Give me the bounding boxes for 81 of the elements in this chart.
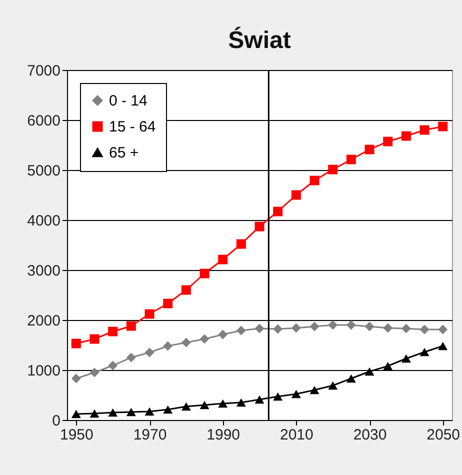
point <box>273 392 283 401</box>
chart-title: Świat <box>228 26 291 54</box>
point <box>383 136 393 146</box>
point <box>126 408 136 416</box>
point <box>291 390 301 398</box>
x-tick-label: 2050 <box>426 426 460 444</box>
y-tick-label: 5000 <box>27 162 60 180</box>
y-tick-label: 2000 <box>27 312 60 330</box>
point <box>420 125 430 135</box>
point <box>273 324 283 334</box>
point <box>236 326 246 336</box>
point <box>254 395 264 404</box>
point <box>90 409 100 418</box>
point <box>420 324 430 334</box>
y-tick-label: 4000 <box>27 212 60 230</box>
point <box>218 399 228 408</box>
y-tick-label: 1000 <box>27 362 60 380</box>
point <box>328 164 338 174</box>
y-tick-label: 6000 <box>27 112 60 130</box>
point <box>108 408 118 417</box>
point <box>254 324 264 334</box>
point <box>346 320 356 330</box>
point <box>236 398 246 407</box>
point <box>254 222 264 232</box>
point <box>291 190 301 200</box>
x-tick-label: 1970 <box>133 426 167 444</box>
point <box>310 322 320 332</box>
point <box>438 122 448 132</box>
point <box>200 400 210 410</box>
point <box>328 381 338 390</box>
point <box>200 268 210 278</box>
point <box>346 374 356 383</box>
y-tick-label: 3000 <box>27 262 60 280</box>
point <box>108 326 118 336</box>
point <box>328 320 338 330</box>
point <box>218 254 228 264</box>
point <box>163 405 173 414</box>
point <box>310 386 320 394</box>
point <box>401 354 411 363</box>
point <box>218 330 228 340</box>
point <box>364 322 374 332</box>
point <box>346 154 356 164</box>
point <box>181 338 191 348</box>
point <box>90 334 100 344</box>
point <box>310 176 320 186</box>
point <box>144 348 154 358</box>
point <box>364 367 374 376</box>
point <box>438 342 448 350</box>
point <box>364 144 374 154</box>
point <box>181 285 191 295</box>
point <box>163 341 173 351</box>
point <box>200 334 210 344</box>
x-tick-label: 2030 <box>353 426 387 444</box>
point <box>438 324 448 334</box>
x-tick-label: 1990 <box>206 426 240 444</box>
point <box>181 402 191 411</box>
point <box>71 374 81 384</box>
point <box>90 368 100 378</box>
y-tick-label: 7000 <box>27 62 60 80</box>
point <box>108 360 118 370</box>
point <box>126 321 136 331</box>
point <box>163 298 173 308</box>
point <box>420 348 430 356</box>
point <box>144 407 154 416</box>
point <box>383 323 393 333</box>
point <box>71 338 81 348</box>
point <box>401 324 411 334</box>
point <box>71 410 81 418</box>
point <box>291 323 301 333</box>
point <box>236 239 246 249</box>
point <box>383 362 393 370</box>
legend-label: 0 - 14 <box>109 92 148 110</box>
point <box>144 309 154 319</box>
point <box>126 352 136 362</box>
legend-label: 15 - 64 <box>109 118 156 136</box>
legend-label: 65 + <box>109 144 139 162</box>
x-tick-label: 2010 <box>280 426 314 444</box>
point <box>273 206 283 216</box>
x-tick-label: 1950 <box>60 426 94 444</box>
y-tick-label: 0 <box>52 412 60 430</box>
point <box>401 131 411 141</box>
